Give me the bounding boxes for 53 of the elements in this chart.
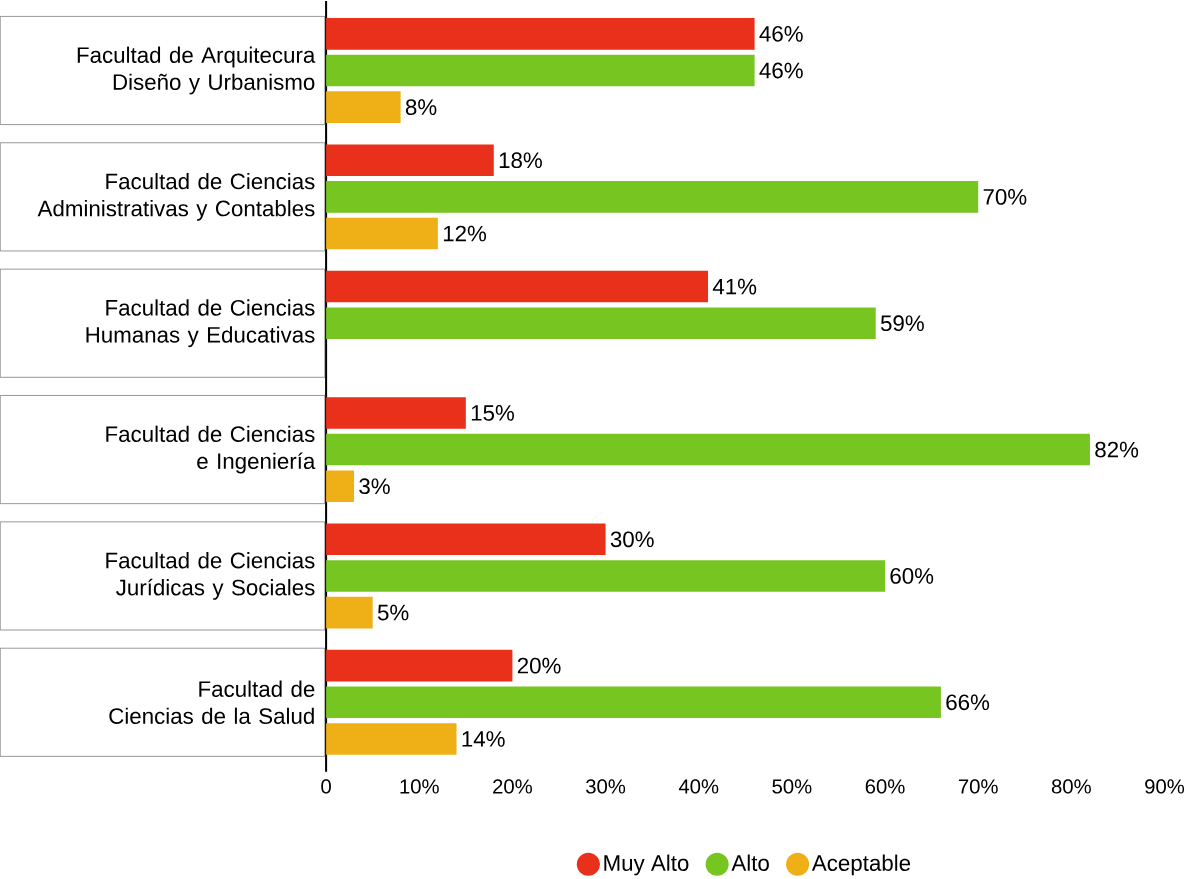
data-label: 8% <box>405 99 437 115</box>
y-tick-label: Facultad de Ciencias Administrativas y Contables <box>37 172 315 221</box>
bar <box>326 396 466 429</box>
data-label: 18% <box>499 152 542 168</box>
x-tick-label: 50% <box>772 779 812 794</box>
data-label: 46% <box>759 62 803 79</box>
bar <box>326 307 876 339</box>
bar <box>326 54 755 87</box>
bar <box>326 596 373 629</box>
legend-label: Alto <box>731 854 769 871</box>
y-tick-label: Facultad de Ciencias e Ingeniería <box>106 425 316 474</box>
y-tick-label: Facultad de Ciencias Jurídicas y Sociales <box>106 551 315 600</box>
x-tick-label: 10% <box>400 779 439 794</box>
data-label: 3% <box>359 478 390 494</box>
bar <box>326 17 755 50</box>
bar <box>326 559 886 592</box>
y-tick-label: Facultad de Ciencias de la Salud <box>109 680 315 724</box>
x-tick-label: 40% <box>678 779 719 794</box>
data-label: 5% <box>377 604 409 621</box>
bar <box>326 686 941 718</box>
x-tick-label: 70% <box>958 779 998 794</box>
bar <box>326 470 355 502</box>
bar <box>326 91 401 123</box>
data-label: 20% <box>517 657 561 674</box>
data-label: 15% <box>471 404 515 421</box>
bar <box>326 722 457 755</box>
x-tick-label: 90% <box>1145 779 1185 794</box>
bar <box>326 649 513 682</box>
bar <box>326 180 979 213</box>
data-label: 41% <box>712 278 757 295</box>
legend-label: Aceptable <box>811 854 911 876</box>
data-label: 59% <box>880 315 924 331</box>
data-label: 60% <box>890 567 934 584</box>
bar <box>326 144 494 176</box>
x-tick-label: 30% <box>586 779 626 794</box>
data-label: 70% <box>983 188 1027 205</box>
data-label: 12% <box>443 225 487 242</box>
x-tick-label: 60% <box>865 779 905 794</box>
legend-label: Muy Alto <box>604 854 689 876</box>
bar <box>326 433 1090 466</box>
data-label: 46% <box>759 25 803 42</box>
y-tick-label: Facultad de Ciencias Humanas y Educativas <box>86 299 315 347</box>
x-tick-label: 80% <box>1051 779 1091 794</box>
x-tick-label: 0 <box>321 779 331 794</box>
data-label: 66% <box>946 694 990 711</box>
data-label: 30% <box>610 531 654 548</box>
x-tick-label: 20% <box>493 779 532 794</box>
data-label: 14% <box>462 730 505 747</box>
bar <box>326 523 606 555</box>
data-label: 82% <box>1095 441 1139 458</box>
bar <box>326 270 709 303</box>
bar <box>326 217 438 250</box>
y-tick-label: Facultad de Arquitecura Diseño y Urbanismo <box>77 46 316 95</box>
